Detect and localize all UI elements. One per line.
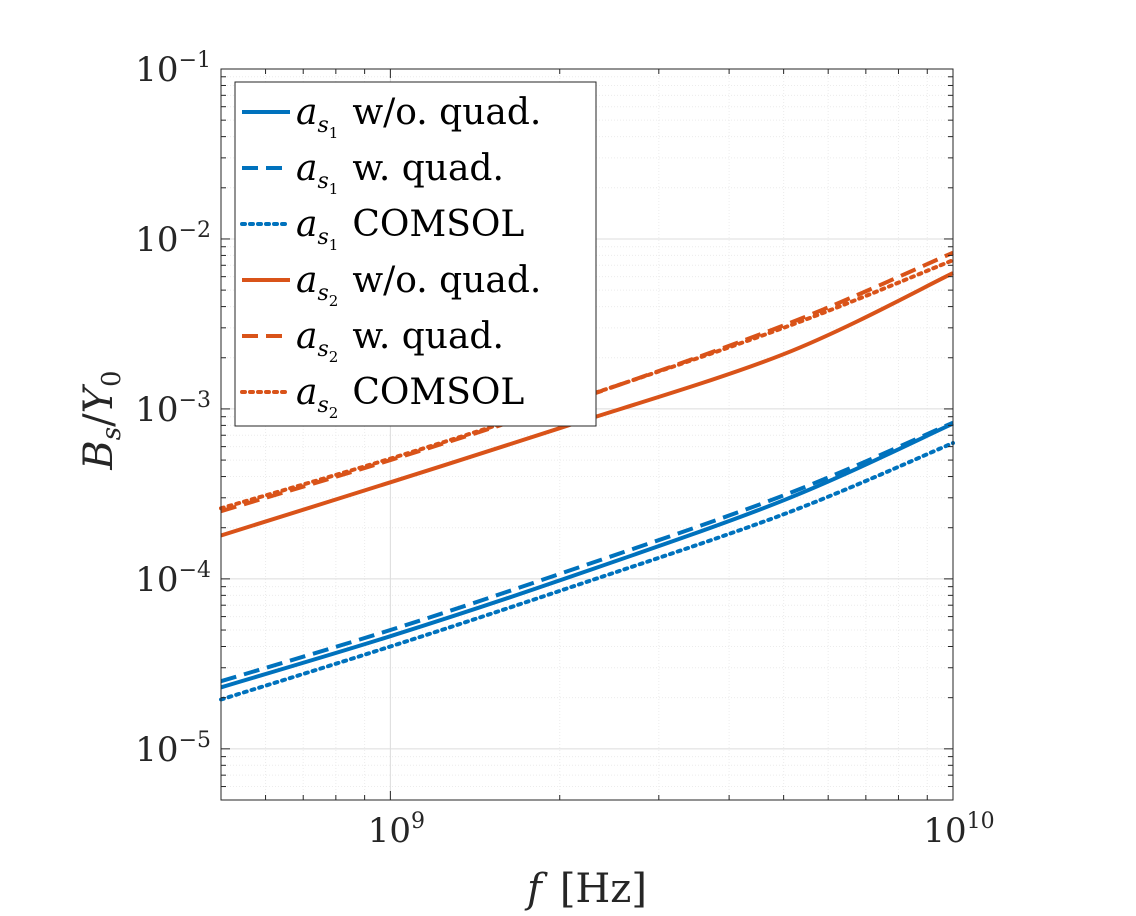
series-line-3 [219, 441, 955, 702]
y-axis-num-sub: s [97, 427, 127, 440]
legend-label-4: as2 w/o. quad. [296, 260, 541, 310]
y-axis-den-sub: 0 [97, 370, 127, 387]
series-line-2 [220, 420, 954, 684]
legend: as1 w/o. quad. as1 w. quad. as1 COMSOL as2 w/o.… [234, 81, 597, 427]
legend-label-3: as1 COMSOL [296, 204, 524, 254]
y-tick-label: 10−4 [135, 558, 211, 600]
legend-label-5: as2 w. quad. [296, 316, 504, 366]
y-axis-num: B [76, 440, 122, 470]
y-axis-den: Y [76, 383, 122, 413]
y-tick-label: 10−2 [135, 218, 211, 260]
y-tick-label: 10−5 [135, 728, 211, 770]
y-tick-label: 10−3 [135, 388, 211, 430]
y-tick-label: 10−1 [135, 48, 211, 90]
legend-label-2: as1 w. quad. [296, 148, 504, 198]
series-line-4 [220, 271, 954, 538]
ticks [220, 68, 954, 801]
legend-label-6: as2 COMSOL [296, 372, 524, 422]
legend-label-1: as1 w/o. quad. [296, 92, 541, 142]
legend-box [234, 81, 597, 427]
series-line-1 [220, 421, 954, 690]
tick-labels: 109 1010 10−5 10−4 10−3 10−2 10−1 [135, 48, 994, 851]
plot-frame [220, 68, 954, 801]
x-axis-unit: [Hz] [560, 866, 647, 912]
x-tick-label: 109 [368, 809, 425, 851]
y-axis-label: Bs/Y0 [76, 370, 127, 470]
x-tick-label: 1010 [923, 809, 994, 851]
